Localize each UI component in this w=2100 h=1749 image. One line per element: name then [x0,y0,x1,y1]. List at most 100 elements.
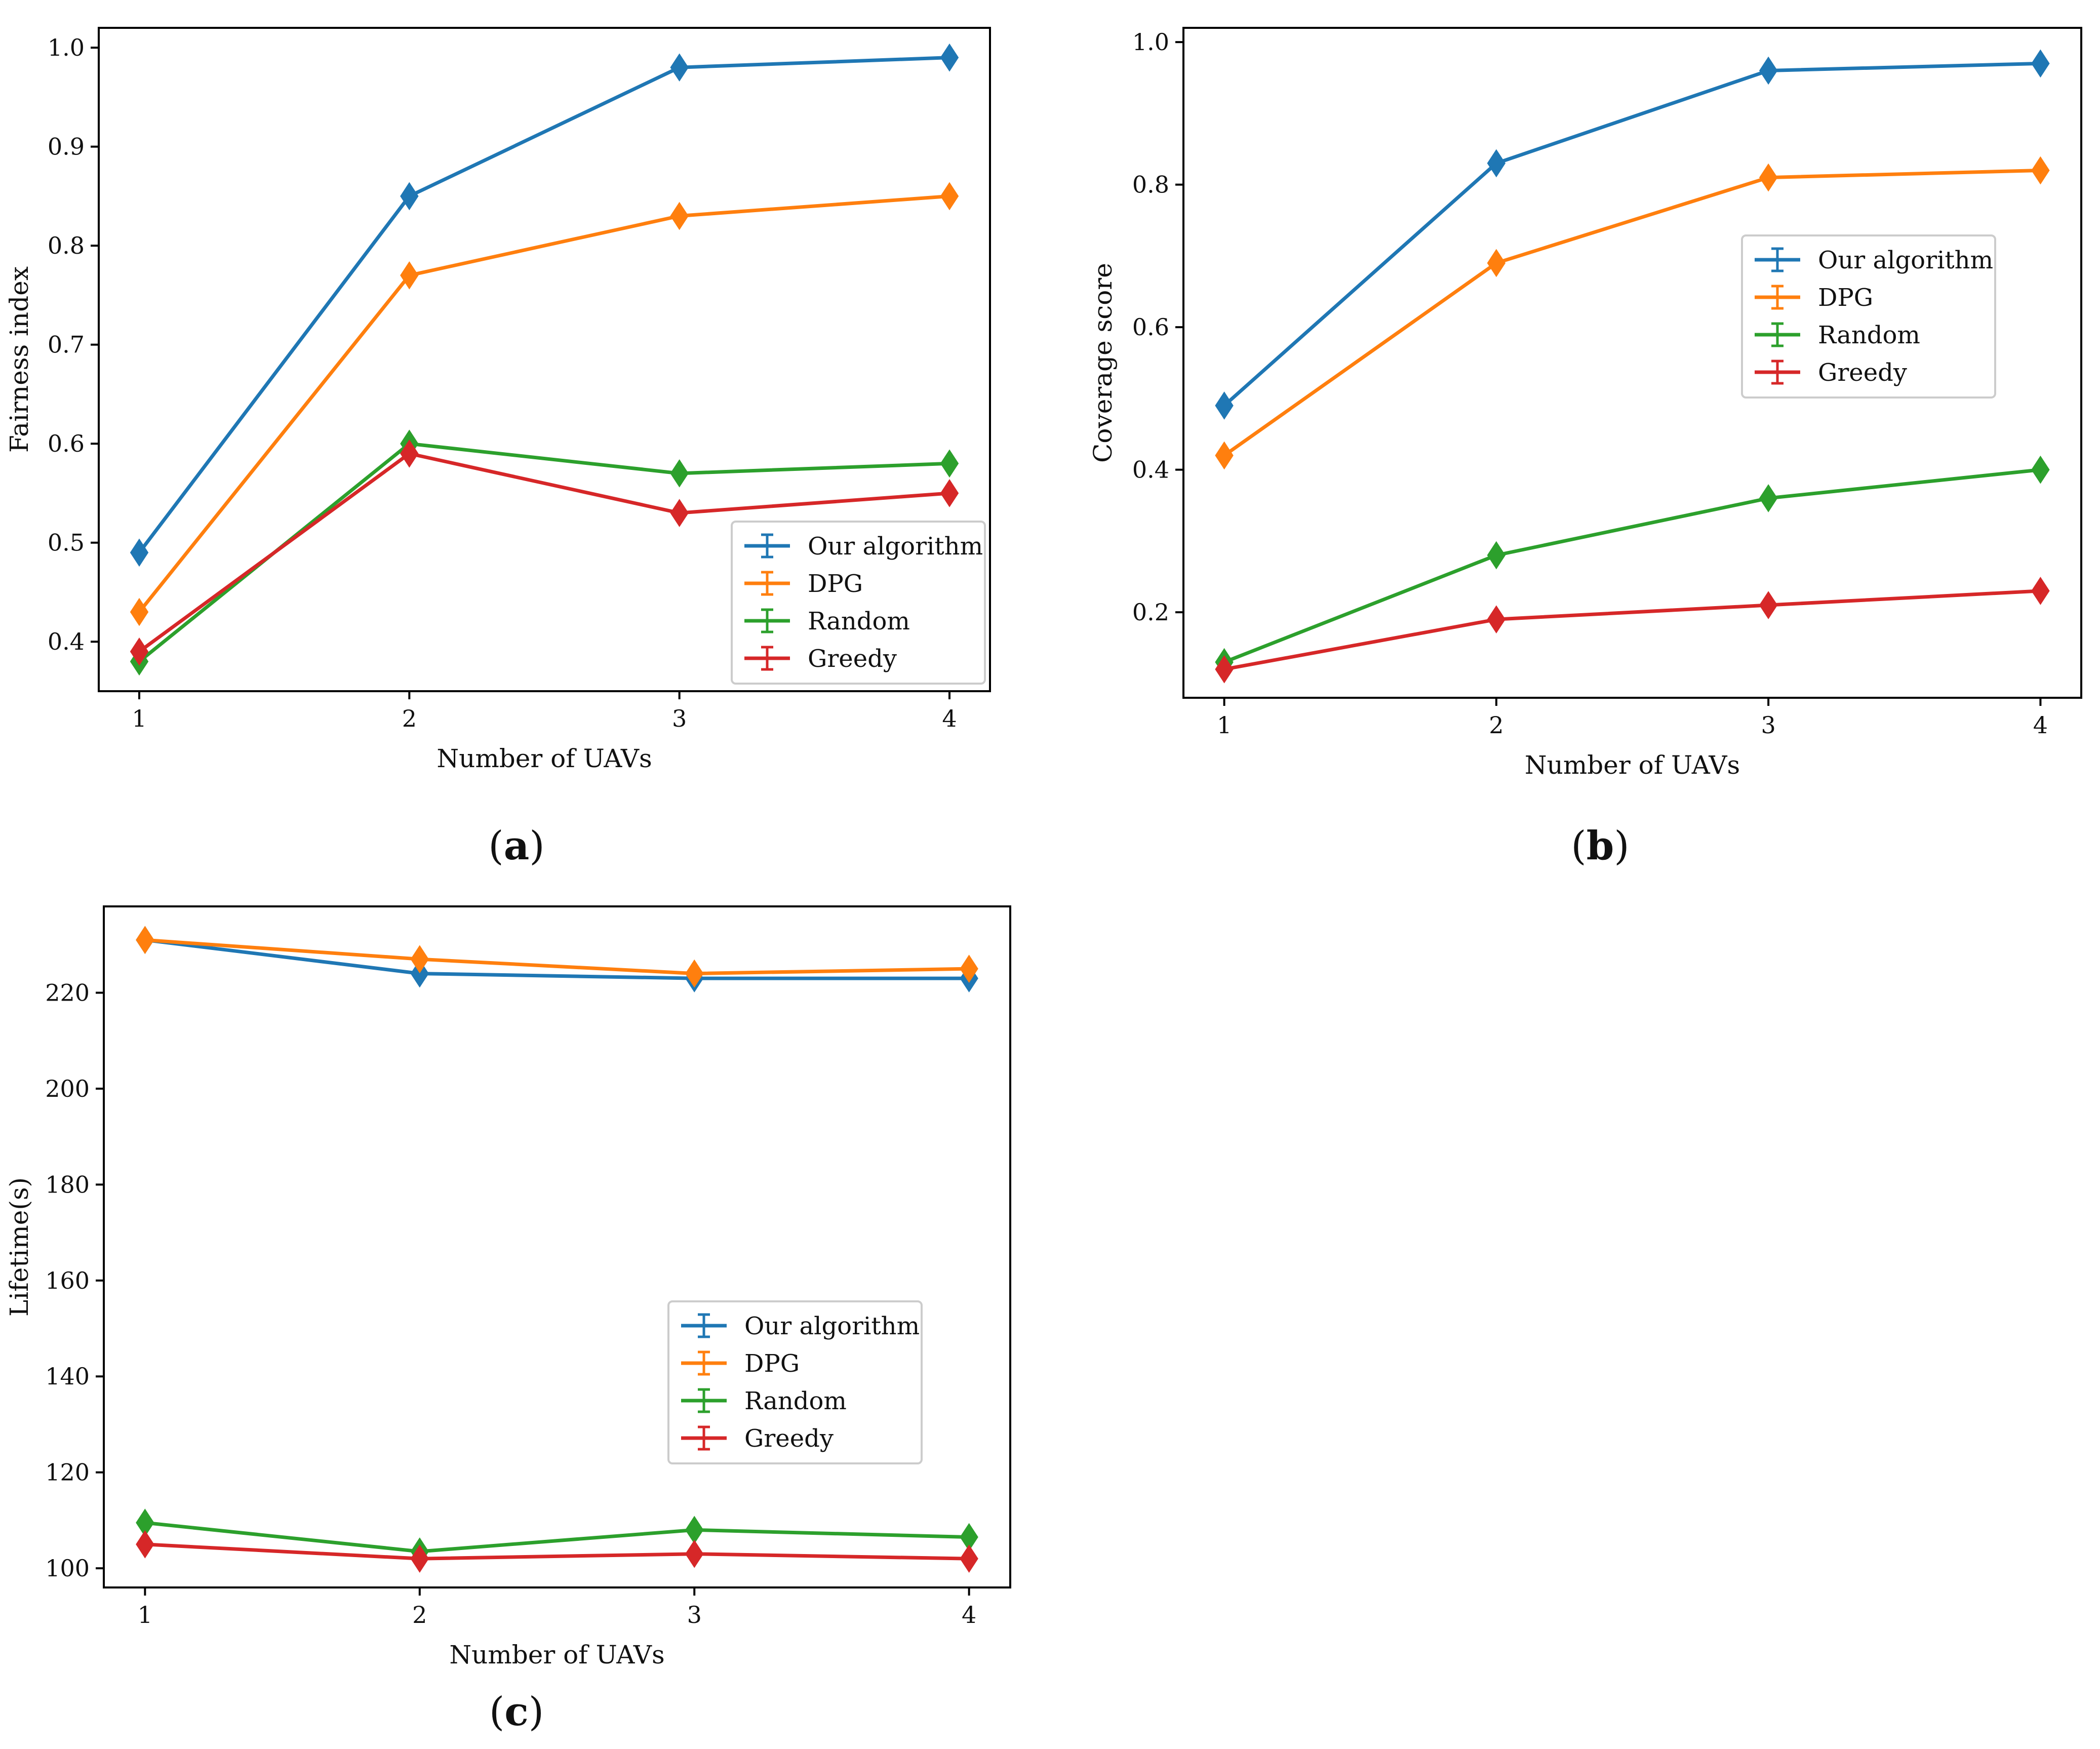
y-tick-label: 160 [45,1267,90,1294]
legend-entry-greedy: Greedy [744,645,897,673]
y-tick-label: 0.6 [1132,313,1169,341]
legend-entry-greedy: Greedy [681,1424,834,1453]
y-axis-label: Fairness index [5,266,34,453]
series-line-dpg [138,194,950,613]
legend-label: DPG [1818,284,1873,312]
marker-greedy [1487,605,1506,634]
y-tick-label: 120 [45,1459,90,1486]
y-tick-label: 220 [45,979,90,1006]
legend-label: Our algorithm [1818,246,1993,274]
caption-a: (a) [488,823,545,869]
marker-dpg [960,955,978,983]
y-axis-label: Coverage score [1088,263,1118,463]
legend-entry-random: Random [681,1387,847,1415]
x-tick-label: 2 [412,1601,427,1628]
coverage-chart: 0.2 0.4 0.6 0.8 1.0 1 2 3 4 Number of UAVs Coverag… [1088,27,2082,780]
x-tick-label: 2 [402,705,417,732]
x-tick-label: 3 [687,1601,702,1628]
legend-box [667,1300,923,1464]
x-tick-label: 4 [962,1601,976,1628]
legend-entry-dpg: DPG [744,570,863,598]
y-tick-label: 200 [45,1075,90,1102]
marker-our-algorithm [670,53,689,82]
marker-greedy [130,637,149,666]
fairness-chart: 0.4 0.5 0.6 0.7 0.8 0.9 1.0 1 2 3 4 Number of UAVs F… [5,27,991,773]
marker-dpg [940,182,959,211]
marker-our-algorithm [400,182,419,211]
marker-our-algorithm [940,43,959,72]
x-axis-label: Number of UAVs [1525,750,1740,780]
x-tick-label: 3 [1761,711,1775,739]
y-tick-label: 1.0 [1132,28,1169,56]
legend-label: Greedy [744,1424,834,1453]
marker-our-algorithm [1759,56,1778,85]
legend-label: DPG [744,1349,800,1378]
marker-our-algorithm [410,959,429,988]
marker-random [1759,484,1778,512]
legend-box [731,521,986,685]
marker-greedy [400,439,419,468]
y-tick-label: 0.4 [1132,456,1169,484]
y-tick-label: 0.9 [48,133,85,161]
x-axis-label: Number of UAVs [449,1640,664,1670]
marker-dpg [136,926,154,955]
y-tick-label: 0.4 [48,628,85,655]
y-tick-label: 0.2 [1132,599,1169,626]
y-tick-label: 0.5 [48,529,85,556]
legend-entry-our-algorithm: Our algorithm [681,1312,920,1340]
marker-greedy [1759,591,1778,619]
legend-label: Random [808,607,910,635]
marker-greedy [2031,577,2050,605]
marker-dpg [400,261,419,290]
series-line-random [144,1521,969,1554]
marker-our-algorithm [2031,49,2050,78]
marker-random [940,449,959,478]
marker-dpg [1487,249,1506,277]
legend-label: Random [1818,321,1920,349]
marker-dpg [410,945,429,974]
caption-b: (b) [1571,823,1630,869]
chart-panel-b: 0.2 0.4 0.6 0.8 1.0 1 2 3 4 Number of UAVs Coverag… [1084,0,2100,790]
lifetime-chart: 100 120 140 160 180 200 220 1 2 3 4 Number of UAVs L… [5,905,1011,1670]
marker-dpg [2031,156,2050,185]
legend-entry-random: Random [1755,321,1920,349]
caption-c: (c) [489,1689,544,1735]
legend-label: Random [744,1387,847,1415]
marker-greedy [670,499,689,527]
legend-label: Greedy [1818,359,1907,387]
marker-our-algorithm [130,538,149,567]
series-line-our-algorithm [138,56,950,554]
legend-label: Greedy [808,645,897,673]
series-line-our-algorithm [144,938,969,980]
legend-entry-our-algorithm: Our algorithm [744,532,983,561]
marker-dpg [670,202,689,230]
x-tick-label: 4 [2033,711,2048,739]
x-axis-label: Number of UAVs [437,744,652,773]
series-line-greedy [1223,589,2041,671]
series-line-greedy [145,1542,969,1561]
legend-label: Our algorithm [744,1312,920,1340]
marker-dpg [130,598,149,626]
y-tick-label: 140 [45,1363,90,1390]
y-tick-label: 0.6 [48,430,85,457]
chart-panel-a: 0.4 0.5 0.6 0.7 0.8 0.9 1.0 1 2 3 4 Number of UAVs F… [0,0,1036,785]
series-line-greedy [138,452,950,653]
y-tick-label: 0.8 [48,232,85,259]
marker-greedy [1215,655,1234,684]
y-tick-label: 180 [45,1171,90,1198]
plot-frame [103,905,1011,1588]
marker-our-algorithm [1215,391,1234,420]
x-tick-label: 1 [1217,711,1232,739]
marker-random [670,459,689,488]
series-line-dpg [1223,168,2041,457]
y-tick-label: 0.7 [48,331,85,359]
marker-greedy [136,1530,154,1559]
legend-entry-dpg: DPG [681,1349,800,1378]
marker-our-algorithm [1487,149,1506,178]
x-tick-label: 3 [672,705,687,732]
marker-greedy [940,479,959,507]
marker-greedy [960,1544,978,1573]
series-line-dpg [145,938,969,976]
marker-random [2031,455,2050,484]
y-tick-label: 100 [45,1555,90,1582]
